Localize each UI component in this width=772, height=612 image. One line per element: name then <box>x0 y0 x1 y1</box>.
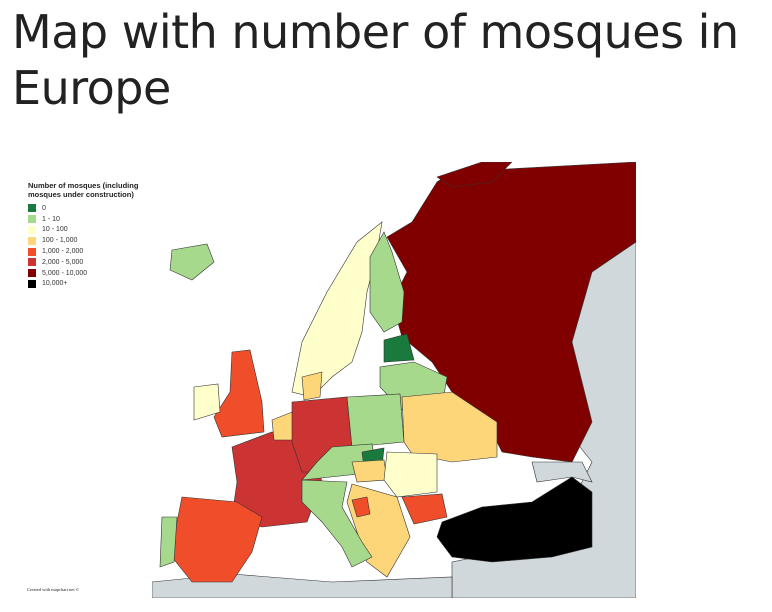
legend-item: 1 - 10 <box>28 214 158 225</box>
legend-swatch <box>28 225 36 234</box>
page-title: Map with number of mosques in Europe <box>12 5 739 115</box>
legend-label: 10 - 100 <box>42 226 68 234</box>
legend-label: 2,000 - 5,000 <box>42 258 84 266</box>
country-hungary <box>351 459 388 483</box>
legend-swatch <box>28 215 36 224</box>
credit-text: Created with mapchart.net © <box>27 587 80 592</box>
legend-swatch <box>28 279 36 288</box>
country-turkey <box>436 476 593 563</box>
legend-item: 0 <box>28 203 158 214</box>
country-ukraine <box>401 391 498 463</box>
legend-swatch <box>28 236 36 245</box>
legend-label: 1 - 10 <box>42 215 60 223</box>
country-romania <box>383 451 438 498</box>
country-estonia-latvia <box>383 333 415 363</box>
country-bosnia <box>351 496 371 518</box>
country-russia-kola <box>436 162 513 188</box>
country-uk <box>213 349 265 438</box>
legend-swatch <box>28 269 36 278</box>
legend-item: 1,000 - 2,000 <box>28 246 158 257</box>
region-caucasus <box>531 461 593 483</box>
legend-swatch <box>28 258 36 267</box>
legend-item: 100 - 1,000 <box>28 235 158 246</box>
country-portugal <box>159 516 178 568</box>
legend-label: 5,000 - 10,000 <box>42 269 88 277</box>
country-finland <box>369 231 405 333</box>
country-denmark <box>301 371 323 401</box>
country-poland <box>346 393 405 448</box>
legend-swatch <box>28 204 36 213</box>
legend-item: 2,000 - 5,000 <box>28 257 158 268</box>
legend-label: 10,000+ <box>42 280 68 288</box>
europe-map <box>152 162 636 598</box>
country-italy <box>301 479 373 568</box>
map-legend: Number of mosques (including mosques und… <box>28 181 158 289</box>
legend-label: 0 <box>42 204 46 212</box>
legend-item: 10 - 100 <box>28 225 158 236</box>
legend-label: 100 - 1,000 <box>42 237 78 245</box>
legend-item: 10,000+ <box>28 279 158 290</box>
legend-label: 1,000 - 2,000 <box>42 248 84 256</box>
legend-title: Number of mosques (including mosques und… <box>28 181 139 199</box>
country-iceland <box>169 243 215 281</box>
legend-item: 5,000 - 10,000 <box>28 268 158 279</box>
legend-swatch <box>28 247 36 256</box>
country-ireland <box>193 383 221 421</box>
country-bulgaria <box>401 493 448 525</box>
